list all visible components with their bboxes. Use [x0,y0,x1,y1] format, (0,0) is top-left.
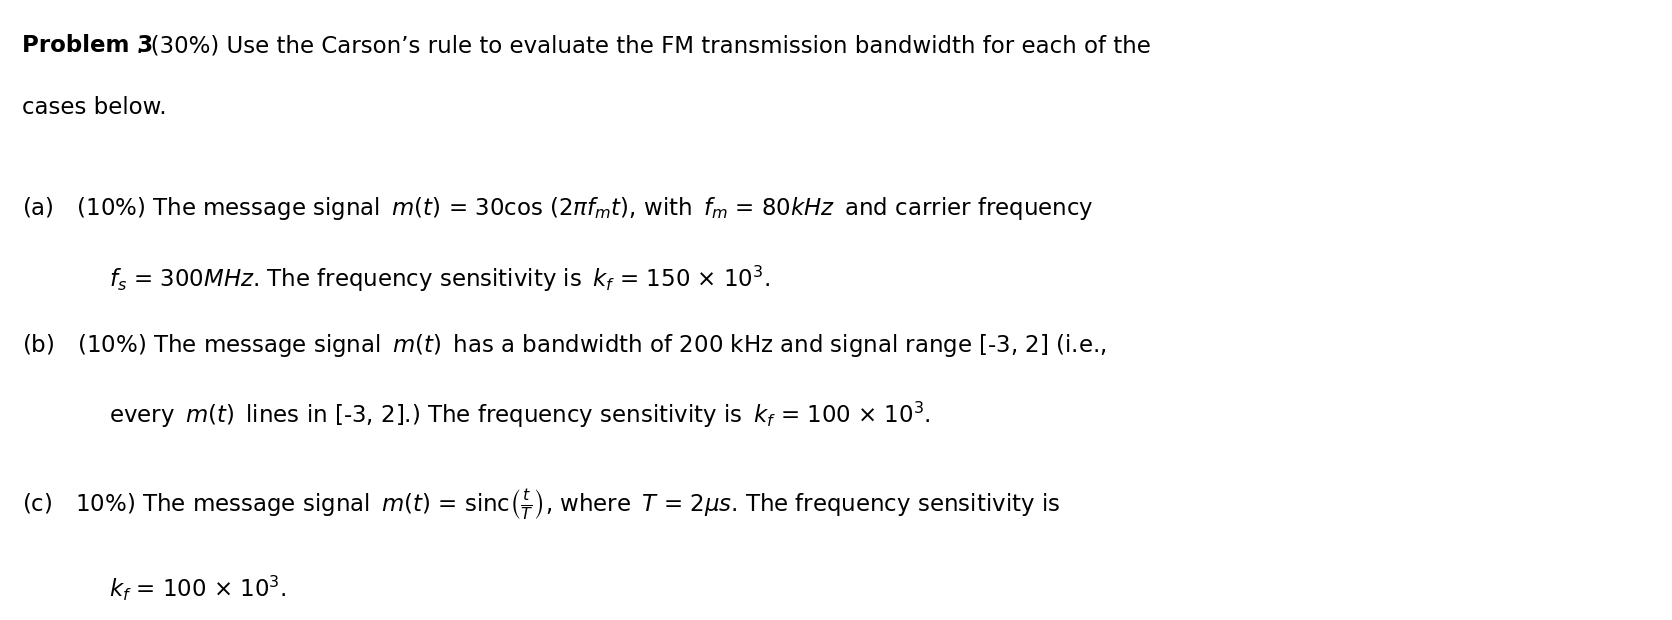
Text: . (30%) Use the Carson’s rule to evaluate the FM transmission bandwidth for each: . (30%) Use the Carson’s rule to evaluat… [137,34,1150,57]
Text: Problem 3: Problem 3 [22,34,152,57]
Text: (a) (10%) The message signal $m(t)$ = 30cos (2$\pi f_m t$), with $f_m$ = 80$kHz$: (a) (10%) The message signal $m(t)$ = 30… [22,195,1093,223]
Text: every $m(t)$ lines in [-3, 2].) The frequency sensitivity is $k_f$ = 100 $\times: every $m(t)$ lines in [-3, 2].) The freq… [109,400,931,430]
Text: $f_s$ = 300$MHz$. The frequency sensitivity is $k_f$ = 150 $\times$ 10$^3$.: $f_s$ = 300$MHz$. The frequency sensitiv… [109,264,771,294]
Text: (b) (10%) The message signal $m(t)$ has a bandwidth of 200 kHz and signal range : (b) (10%) The message signal $m(t)$ has … [22,332,1107,359]
Text: $k_f$ = 100 $\times$ 10$^3$.: $k_f$ = 100 $\times$ 10$^3$. [109,574,286,603]
Text: cases below.: cases below. [22,96,166,119]
Text: (c) 10%) The message signal $m(t)$ = $\mathrm{sinc}\left(\frac{t}{T}\right)$, wh: (c) 10%) The message signal $m(t)$ = $\m… [22,487,1060,521]
